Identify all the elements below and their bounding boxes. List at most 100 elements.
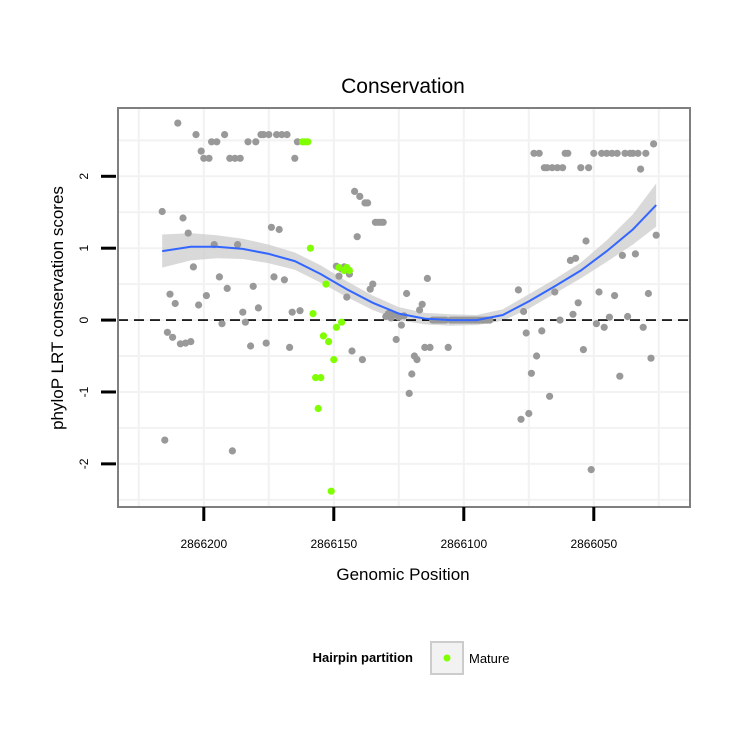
data-point-other: [621, 149, 629, 157]
data-point-other: [405, 389, 413, 397]
x-tick-label: 2866150: [310, 537, 357, 551]
data-point-other: [652, 231, 660, 239]
data-point-other: [293, 138, 301, 146]
data-point-other: [564, 149, 572, 157]
data-point-other: [226, 154, 234, 162]
data-point-other: [514, 286, 523, 294]
x-axis: 2866200 2866150 2866100 2866050: [180, 507, 617, 551]
data-point-other: [520, 307, 528, 316]
data-point-other: [650, 140, 658, 148]
data-point-other: [546, 392, 554, 400]
data-point-other: [598, 149, 606, 157]
y-tick-label: 0: [77, 316, 91, 323]
data-point-other: [618, 251, 627, 259]
y-axis: -2 -1 0 1 2: [77, 173, 116, 469]
confidence-band: [162, 183, 657, 326]
data-point-mature: [314, 404, 322, 413]
data-point-other: [639, 323, 647, 331]
data-point-other: [239, 308, 247, 316]
data-point-other: [343, 293, 351, 301]
x-axis-title: Genomic Position: [336, 565, 469, 584]
data-point-other: [413, 356, 421, 364]
legend-key-mature-dot: [443, 654, 451, 662]
data-point-other: [527, 369, 536, 377]
data-point-other: [265, 131, 273, 139]
data-point-other: [158, 207, 166, 216]
data-point-other: [608, 149, 616, 157]
data-point-mature: [306, 244, 314, 252]
data-point-other: [579, 346, 588, 354]
data-point-other: [392, 335, 400, 344]
data-point-other: [592, 320, 601, 328]
data-point-other: [202, 292, 210, 300]
data-point-other: [254, 304, 262, 312]
data-point-other: [530, 149, 538, 157]
data-point-mature: [330, 356, 338, 364]
data-point-other: [631, 250, 640, 258]
data-point-other: [275, 225, 283, 234]
data-point-other: [221, 131, 229, 139]
data-point-other: [535, 149, 543, 157]
data-point-other: [577, 164, 585, 172]
data-point-other: [163, 328, 171, 336]
data-point-other: [426, 343, 434, 351]
x-tick-label: 2866200: [180, 537, 227, 551]
data-point-other: [283, 131, 291, 139]
data-point-other: [174, 119, 182, 127]
data-point-other: [525, 409, 533, 418]
data-point-other: [556, 316, 564, 324]
data-point-other: [273, 131, 281, 139]
data-point-other: [262, 339, 270, 347]
data-point-other: [189, 263, 197, 271]
data-point-other: [280, 276, 288, 284]
data-point-other: [353, 233, 361, 241]
data-point-other: [215, 273, 223, 281]
data-point-other: [348, 347, 356, 355]
data-point-other: [605, 313, 614, 321]
data-point-other: [184, 229, 192, 237]
loess-smooth-line: [162, 204, 657, 322]
y-tick-label: 2: [77, 173, 91, 180]
data-point-other: [629, 149, 637, 157]
data-point-other: [416, 306, 424, 314]
data-point-other: [408, 370, 416, 378]
data-point-other: [234, 241, 242, 249]
data-point-other: [569, 310, 577, 318]
data-point-other: [421, 343, 429, 351]
panel-border: [117, 107, 691, 508]
data-point-other: [270, 273, 278, 281]
data-point-other: [551, 288, 559, 296]
data-point-other: [171, 299, 179, 308]
data-point-other: [397, 321, 405, 329]
data-point-other: [335, 272, 343, 280]
data-point-other: [603, 149, 611, 157]
data-point-other: [249, 282, 257, 290]
data-point-other: [286, 343, 294, 351]
data-point-mature: [345, 266, 353, 275]
y-tick-label: -2: [77, 458, 91, 469]
data-point-other: [231, 154, 239, 162]
data-point-other: [600, 323, 608, 331]
y-tick-label: -1: [77, 386, 91, 397]
data-point-mature: [325, 338, 333, 346]
data-point-other: [553, 164, 562, 172]
data-point-other: [522, 329, 530, 337]
data-point-other: [260, 131, 268, 139]
data-point-other: [572, 254, 580, 262]
data-point-other: [291, 154, 299, 162]
data-point-other: [613, 149, 621, 157]
data-point-other: [379, 218, 387, 226]
data-point-other: [267, 223, 275, 231]
data-point-mature: [322, 280, 330, 288]
data-point-other: [574, 299, 582, 307]
data-point-mature: [309, 310, 317, 318]
data-point-other: [218, 320, 226, 328]
data-point-other: [364, 199, 372, 207]
data-point-other: [423, 274, 431, 282]
data-point-other: [200, 154, 208, 162]
data-point-other: [548, 164, 556, 172]
data-point-other: [637, 165, 645, 173]
data-point-other: [538, 327, 546, 335]
chart-title: Conservation: [341, 75, 465, 98]
